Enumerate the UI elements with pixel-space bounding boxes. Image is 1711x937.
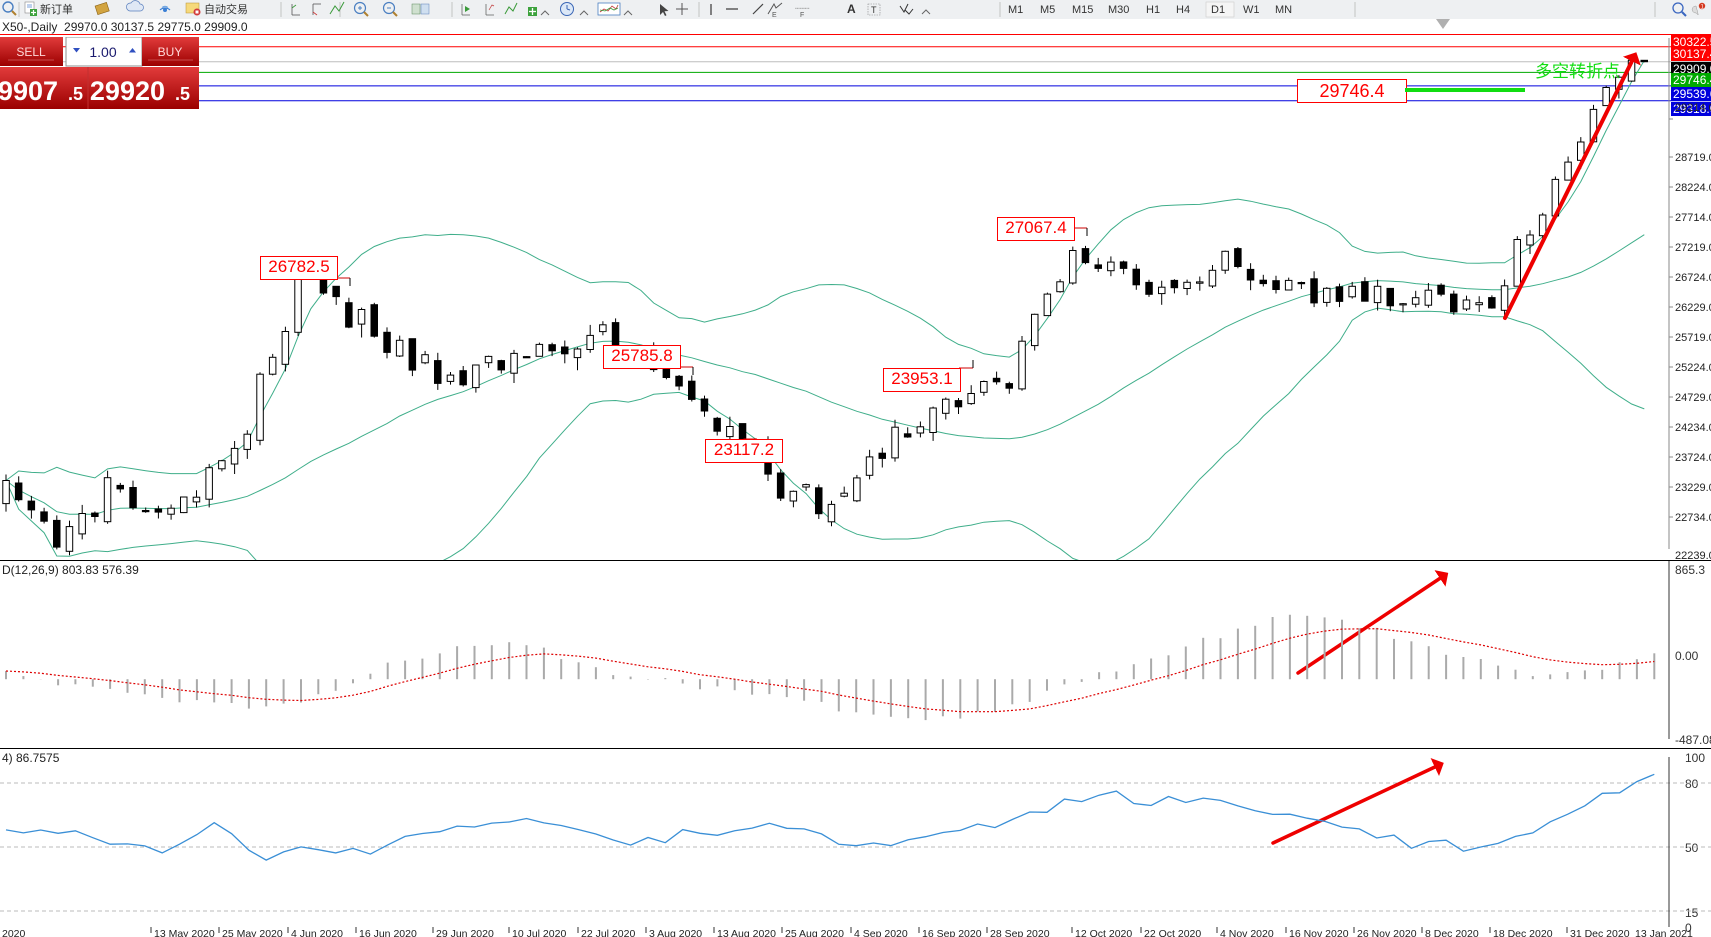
svg-text:27219.0: 27219.0 <box>1675 242 1711 254</box>
svg-text:22239.0: 22239.0 <box>1675 550 1711 560</box>
svg-text:25 Aug 2020: 25 Aug 2020 <box>785 928 844 937</box>
svg-text:25 May 2020: 25 May 2020 <box>222 928 283 937</box>
svg-text:4 Nov 2020: 4 Nov 2020 <box>1220 928 1274 937</box>
svg-text:23229.0: 23229.0 <box>1675 482 1711 494</box>
svg-text:M1: M1 <box>1008 4 1023 16</box>
svg-text:26724.0: 26724.0 <box>1675 272 1711 284</box>
svg-text:22734.0: 22734.0 <box>1675 512 1711 524</box>
svg-text:8 Dec 2020: 8 Dec 2020 <box>1425 928 1479 937</box>
svg-text:26 Nov 2020: 26 Nov 2020 <box>1357 928 1417 937</box>
svg-text:新订单: 新订单 <box>40 2 73 16</box>
svg-text:D1: D1 <box>1211 4 1225 16</box>
svg-text:16 Jun 2020: 16 Jun 2020 <box>359 928 417 937</box>
svg-text:25719.0: 25719.0 <box>1675 332 1711 344</box>
svg-text:27714.0: 27714.0 <box>1675 212 1711 224</box>
svg-text:M5: M5 <box>1040 4 1055 16</box>
svg-text:13 Aug 2020: 13 Aug 2020 <box>717 928 776 937</box>
svg-text:M15: M15 <box>1072 4 1093 16</box>
svg-text:24234.0: 24234.0 <box>1675 422 1711 434</box>
svg-text:24729.0: 24729.0 <box>1675 392 1711 404</box>
svg-text:自动交易: 自动交易 <box>204 2 248 16</box>
svg-text:28719.0: 28719.0 <box>1675 152 1711 164</box>
svg-text:23724.0: 23724.0 <box>1675 452 1711 464</box>
svg-text:E: E <box>772 12 777 19</box>
svg-text:22 Jul 2020: 22 Jul 2020 <box>581 928 635 937</box>
svg-text:29 Jun 2020: 29 Jun 2020 <box>436 928 494 937</box>
svg-text:18 Dec 2020: 18 Dec 2020 <box>1493 928 1553 937</box>
svg-text:22 Oct 2020: 22 Oct 2020 <box>1144 928 1201 937</box>
svg-text:29214.0: 29214.0 <box>1675 102 1711 114</box>
svg-text:T: T <box>871 5 877 15</box>
svg-text:31 Dec 2020: 31 Dec 2020 <box>1570 928 1630 937</box>
svg-text:16 Sep 2020: 16 Sep 2020 <box>922 928 982 937</box>
svg-text:13 Jan 2021: 13 Jan 2021 <box>1635 928 1693 937</box>
svg-text:13 May 2020: 13 May 2020 <box>154 928 215 937</box>
svg-text:28 Sep 2020: 28 Sep 2020 <box>990 928 1050 937</box>
svg-text:MN: MN <box>1275 4 1292 16</box>
svg-text:16 Nov 2020: 16 Nov 2020 <box>1289 928 1349 937</box>
svg-text:10 Jul 2020: 10 Jul 2020 <box>512 928 566 937</box>
svg-text:W1: W1 <box>1243 4 1260 16</box>
svg-text:F: F <box>800 12 804 19</box>
svg-text:25224.0: 25224.0 <box>1675 362 1711 374</box>
svg-text:H1: H1 <box>1146 4 1160 16</box>
svg-text:H4: H4 <box>1176 4 1190 16</box>
svg-text:2020: 2020 <box>2 928 26 937</box>
svg-text:28224.0: 28224.0 <box>1675 182 1711 194</box>
svg-text:4 Sep 2020: 4 Sep 2020 <box>854 928 908 937</box>
svg-text:3 Aug 2020: 3 Aug 2020 <box>649 928 702 937</box>
svg-text:4 Jun 2020: 4 Jun 2020 <box>291 928 343 937</box>
svg-text:26229.0: 26229.0 <box>1675 302 1711 314</box>
svg-text:M30: M30 <box>1108 4 1129 16</box>
svg-text:A: A <box>847 2 856 16</box>
svg-text:12 Oct 2020: 12 Oct 2020 <box>1075 928 1132 937</box>
